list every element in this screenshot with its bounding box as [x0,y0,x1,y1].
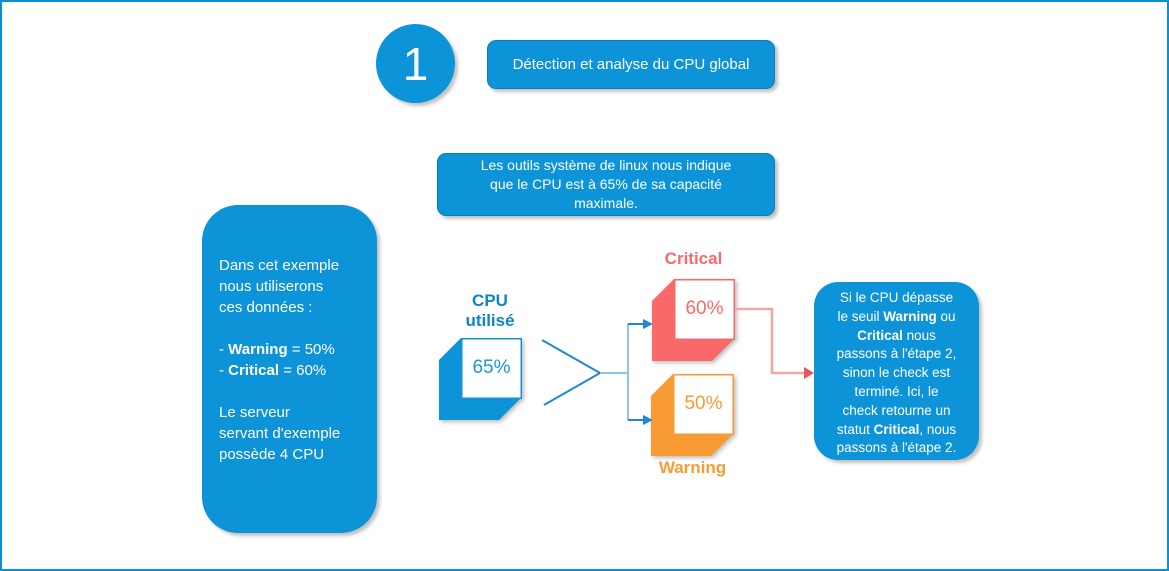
branch-diagonal-lines [541,339,603,406]
step-number-badge: 1 [376,24,455,103]
critical-threshold-shape [652,279,735,361]
result-line: passons à l'étape 2, [836,346,957,362]
example-server-note: Le serveur servant d'exemple possède 4 C… [219,404,341,463]
warning-threshold-value: 50% [684,393,723,414]
info-line: maximale. [574,195,638,211]
result-line: sinon le check est [842,365,951,381]
example-intro: Dans cet exemple nous utiliserons ces do… [219,257,340,316]
warning-value-card [673,374,734,435]
warning-threshold-shape [651,374,734,456]
result-box: Si le CPU dépasse le seuil Warning ou Cr… [814,282,979,460]
critical-value-card [674,279,735,340]
result-line: terminé. Ici, le [854,383,939,399]
step-title-box: Détection et analyse du CPU global [487,40,775,89]
result-line: statut Critical, nous [836,421,957,437]
info-line: Les outils système de linux nous indique [480,157,732,173]
cpu-usage-value: 65% [472,357,511,378]
warning-label: Warning [658,458,727,477]
step-title: Détection et analyse du CPU global [512,56,750,73]
warning-threshold-line: - Warning = 50% [219,341,335,358]
cpu-value-card [461,338,522,399]
cpu-usage-shape [439,338,522,420]
example-data-box: Dans cet exemple nous utiliserons ces do… [202,205,377,533]
info-line: que le CPU est à 65% de sa capacité [490,176,722,192]
cpu-used-label: CPU utilisé [465,291,515,330]
example-thresholds: - Warning = 50% - Critical = 60% [219,339,361,381]
result-line: passons à l'étape 2. [836,440,957,456]
result-line: Si le CPU dépasse [839,290,954,305]
result-line: Critical nous [857,327,936,343]
result-line: le seuil Warning ou [837,308,956,324]
result-line: check retourne un [842,402,951,418]
info-box: Les outils système de linux nous indique… [437,153,775,216]
critical-threshold-line: - Critical = 60% [219,362,327,379]
step-number: 1 [402,37,429,90]
critical-to-result-line [735,307,804,375]
critical-to-result-arrowhead [804,367,814,379]
critical-label: Critical [664,249,723,268]
critical-threshold-value: 60% [685,298,724,319]
